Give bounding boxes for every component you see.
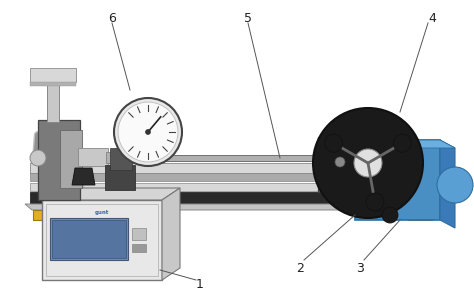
Bar (355, 140, 440, 220)
Bar (30, 68, 76, 82)
Bar (330, 143, 350, 188)
Polygon shape (72, 168, 95, 185)
Text: 1: 1 (196, 278, 204, 292)
Bar (52, 220, 126, 258)
Bar (42, 200, 162, 280)
Bar (46, 204, 158, 276)
Circle shape (146, 129, 151, 135)
Text: 3: 3 (356, 262, 364, 274)
Polygon shape (42, 188, 180, 200)
Bar (153, 155, 398, 161)
Circle shape (335, 157, 345, 167)
Polygon shape (162, 188, 180, 280)
Bar (105, 165, 135, 190)
Bar (408, 210, 432, 220)
Text: gunt: gunt (95, 210, 109, 215)
Polygon shape (355, 140, 455, 148)
Bar (318, 137, 353, 192)
Bar (60, 130, 82, 188)
Bar (132, 244, 146, 252)
Circle shape (313, 108, 423, 218)
Circle shape (354, 149, 382, 177)
Bar (30, 82, 76, 86)
Bar (47, 80, 59, 122)
Bar (110, 148, 132, 170)
Bar (50, 218, 128, 260)
Bar (106, 152, 124, 163)
Bar (38, 120, 80, 200)
Bar (30, 192, 440, 204)
Circle shape (30, 150, 46, 166)
Circle shape (382, 207, 398, 223)
Circle shape (366, 193, 384, 211)
Text: 6: 6 (108, 12, 116, 24)
Polygon shape (30, 183, 440, 191)
Bar (122, 153, 152, 162)
Text: 5: 5 (244, 12, 252, 24)
Circle shape (437, 167, 473, 203)
Circle shape (114, 98, 182, 166)
Circle shape (325, 134, 343, 152)
Circle shape (331, 153, 349, 171)
Bar (132, 228, 146, 240)
Circle shape (118, 102, 178, 162)
Text: 2: 2 (296, 262, 304, 274)
Text: 4: 4 (428, 12, 436, 24)
Polygon shape (30, 173, 440, 181)
Polygon shape (25, 204, 452, 210)
Polygon shape (30, 163, 440, 173)
Polygon shape (440, 140, 455, 228)
Bar (33, 210, 57, 220)
Bar (78, 148, 108, 166)
Circle shape (393, 134, 411, 152)
